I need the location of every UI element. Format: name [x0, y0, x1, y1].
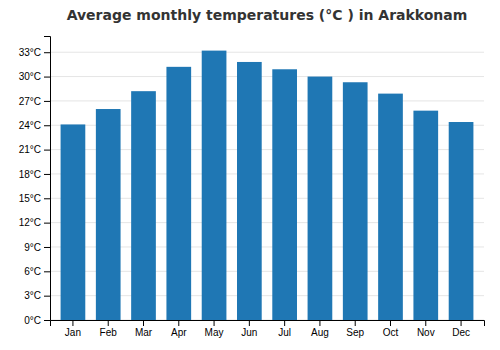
y-tick: 21°C: [19, 144, 50, 155]
bar: [131, 91, 156, 320]
bar: [272, 69, 297, 320]
x-tick-mark: [425, 320, 426, 326]
y-tick: 27°C: [19, 96, 50, 107]
x-tick: Dec: [452, 320, 470, 338]
y-tick: 33°C: [19, 47, 50, 58]
y-tick-mark: [44, 77, 50, 78]
y-tick-label: 12°C: [19, 217, 41, 228]
bar: [343, 82, 368, 320]
x-tick: May: [205, 320, 224, 338]
y-tick-mark: [44, 320, 50, 321]
x-tick-label: Apr: [171, 327, 187, 338]
y-tick-mark: [44, 150, 50, 151]
x-tick-label: Oct: [383, 327, 399, 338]
y-tick-label: 9°C: [24, 242, 41, 253]
y-tick-label: 6°C: [24, 266, 41, 277]
y-tick-mark: [44, 198, 50, 199]
x-tick: Jan: [65, 320, 81, 338]
bar: [413, 111, 438, 320]
x-tick-label: Mar: [135, 327, 153, 338]
x-axis: Jan Feb Mar Apr May Jun Jul Aug Sep Oct Nov Dec: [51, 320, 485, 338]
x-tick-mark: [178, 320, 179, 326]
x-tick: Jul: [278, 320, 291, 338]
y-tick-mark: [44, 296, 50, 297]
y-tick-label: 33°C: [19, 47, 41, 58]
x-tick-label: May: [205, 327, 224, 338]
grid-line: [50, 52, 484, 53]
y-tick-mark: [44, 101, 50, 102]
y-tick: 18°C: [19, 169, 50, 180]
y-tick-label: 30°C: [19, 71, 41, 82]
x-tick: Aug: [311, 320, 329, 338]
bar: [308, 77, 333, 320]
grid-line: [50, 100, 484, 101]
x-tick-mark: [143, 320, 144, 326]
x-tick-label: Jan: [65, 327, 81, 338]
x-tick: Nov: [417, 320, 435, 338]
x-tick-mark: [108, 320, 109, 326]
bar: [378, 94, 403, 320]
grid-line: [50, 76, 484, 77]
y-axis: 0°C 3°C 6°C 9°C 12°C 15°C 18°C 21°C 24°C 27°C 30°C…: [19, 37, 51, 326]
x-tick-label: Jul: [278, 327, 291, 338]
y-tick-mark: [44, 223, 50, 224]
y-tick: 6°C: [24, 266, 50, 277]
x-tick: Jun: [241, 320, 257, 338]
y-tick-label: 15°C: [19, 193, 41, 204]
y-tick: 30°C: [19, 71, 50, 82]
y-tick-mark: [44, 271, 50, 272]
y-tick: 3°C: [24, 290, 50, 301]
bar: [96, 109, 121, 320]
y-tick-mark: [44, 174, 50, 175]
y-tick-label: 24°C: [19, 120, 41, 131]
y-tick: 12°C: [19, 217, 50, 228]
x-tick-mark: [214, 320, 215, 326]
x-tick-label: Dec: [452, 327, 470, 338]
x-tick: Feb: [100, 320, 118, 338]
x-tick-mark: [249, 320, 250, 326]
y-tick-mark: [44, 52, 50, 53]
bar: [166, 67, 191, 320]
x-tick-mark: [390, 320, 391, 326]
y-tick-label: 3°C: [24, 290, 41, 301]
x-tick-label: Aug: [311, 327, 329, 338]
y-tick-label: 0°C: [24, 315, 41, 326]
y-tick: 9°C: [24, 242, 50, 253]
y-tick-label: 18°C: [19, 169, 41, 180]
y-tick-label: 21°C: [19, 144, 41, 155]
y-tick-mark: [44, 247, 50, 248]
x-tick-mark: [319, 320, 320, 326]
x-tick: Apr: [171, 320, 187, 338]
bar: [449, 122, 474, 320]
x-tick-label: Jun: [241, 327, 257, 338]
x-tick: Mar: [135, 320, 153, 338]
y-axis-line: [44, 37, 51, 321]
x-tick-mark: [284, 320, 285, 326]
x-tick: Oct: [383, 320, 399, 338]
x-tick-label: Nov: [417, 327, 435, 338]
y-tick: 24°C: [19, 120, 50, 131]
x-tick-label: Feb: [100, 327, 118, 338]
y-tick: 0°C: [24, 315, 50, 326]
x-axis-line: [51, 321, 485, 327]
x-tick-mark: [461, 320, 462, 326]
x-tick-mark: [355, 320, 356, 326]
y-tick-mark: [44, 125, 50, 126]
bar: [202, 51, 227, 320]
y-tick-label: 27°C: [19, 96, 41, 107]
bars: [61, 51, 474, 320]
plot: Jan Feb Mar Apr May Jun Jul Aug Sep Oct Nov Dec 0°C 3…: [19, 37, 485, 339]
x-tick-mark: [72, 320, 73, 326]
y-tick: 15°C: [19, 193, 50, 204]
x-tick: Sep: [346, 320, 364, 338]
title: Average monthly temperatures (°C ) in Ar…: [67, 7, 468, 23]
bar: [61, 124, 86, 320]
x-tick-label: Sep: [346, 327, 364, 338]
chart: Jan Feb Mar Apr May Jun Jul Aug Sep Oct Nov Dec 0°C 3…: [0, 0, 500, 350]
bar: [237, 62, 262, 320]
grid: [50, 52, 484, 320]
